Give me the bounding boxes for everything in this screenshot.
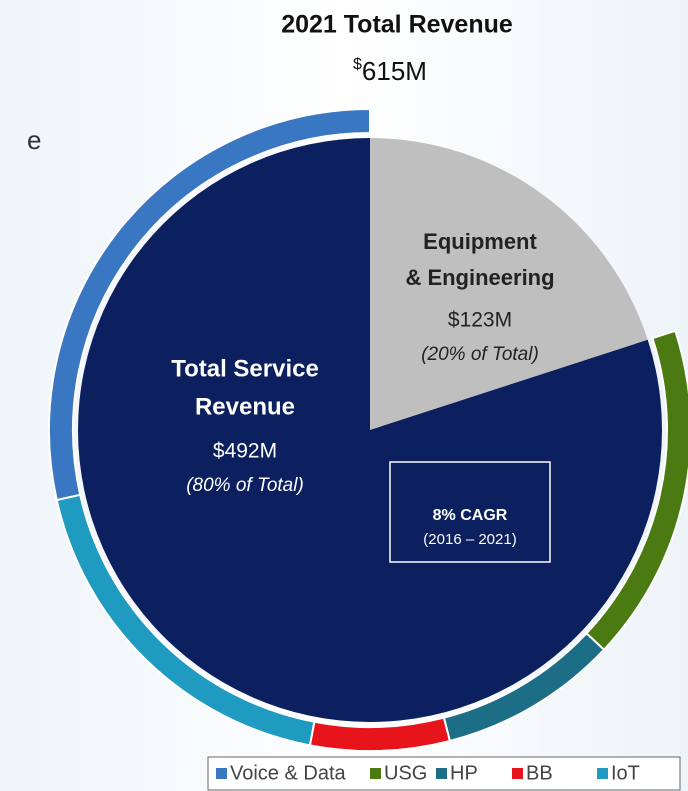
legend-marker [597, 768, 608, 779]
legend-label: Voice & Data [230, 762, 347, 784]
pie-slice [370, 138, 648, 430]
legend-label: HP [450, 762, 478, 784]
ring-segment [48, 107, 371, 502]
annotation-text: (2016 – 2021) [423, 531, 516, 548]
slice-label: & Engineering [405, 265, 554, 290]
legend-marker [436, 768, 447, 779]
fragment-text: e [27, 125, 41, 155]
annotation-title: 8% CAGR [433, 507, 508, 524]
legend-marker [370, 768, 381, 779]
amount: 615M [362, 56, 427, 86]
pie [48, 107, 688, 752]
legend-marker [216, 768, 227, 779]
legend-marker [512, 768, 523, 779]
slice-amount: $492M [213, 440, 277, 463]
chart-title: 2021 Total Revenue [281, 11, 513, 39]
slice-value-label: (80% of Total) [186, 475, 304, 496]
slice-label: Equipment [423, 229, 537, 254]
legend-label: USG [384, 762, 427, 784]
legend-label: IoT [611, 762, 640, 784]
chart-subtitle: $615M [353, 56, 427, 86]
slice-label: Revenue [195, 393, 295, 420]
slice-label: Total Service [171, 355, 319, 382]
currency: $ [353, 56, 362, 73]
legend: Voice & Data USG HP BB IoT [216, 762, 640, 784]
slice-labels: Equipment & Engineering $123M (20% of Total… [171, 229, 554, 496]
slice-value-label: (20% of Total) [421, 344, 539, 365]
slice-amount: $123M [448, 309, 512, 332]
annotation-box [389, 461, 551, 563]
legend-label: BB [526, 762, 553, 784]
pie-slice [77, 138, 662, 722]
